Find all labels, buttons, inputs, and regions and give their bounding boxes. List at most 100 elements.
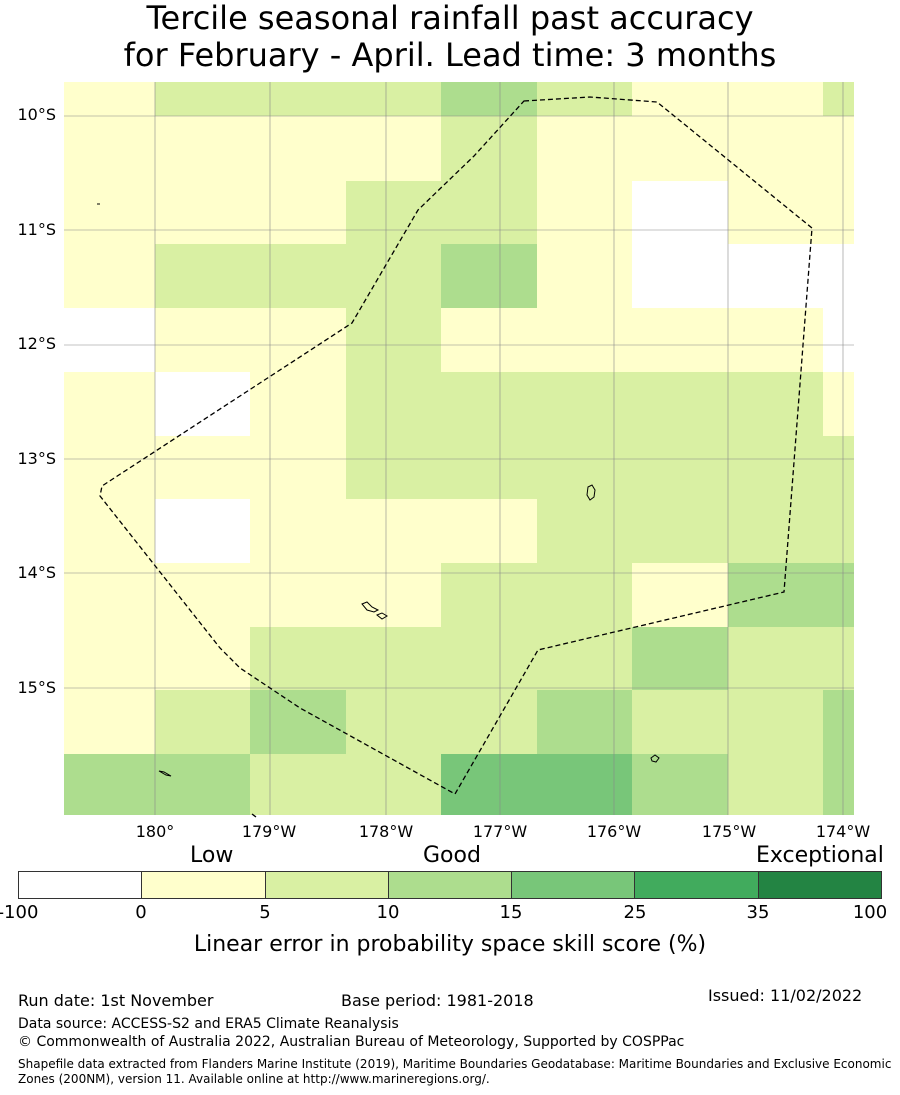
shapefile-credit: Shapefile data extracted from Flanders M… xyxy=(18,1057,892,1086)
grid-cell xyxy=(155,690,250,754)
copyright-notice: © Commonwealth of Australia 2022, Austra… xyxy=(18,1034,685,1050)
lon-label-176w: 176°W xyxy=(586,822,642,841)
grid-cell xyxy=(155,499,250,563)
grid-cell xyxy=(250,244,346,308)
lon-label-178w: 178°W xyxy=(358,822,414,841)
grid-cell xyxy=(346,436,441,499)
issued-date: Issued: 11/02/2022 xyxy=(708,986,863,1005)
grid-cell xyxy=(537,563,632,627)
colorbar-tick-10: 10 xyxy=(376,902,400,923)
graticule xyxy=(64,82,854,815)
island-east xyxy=(586,484,596,501)
lon-label-174w: 174°W xyxy=(815,822,871,841)
grid-cell xyxy=(632,563,728,627)
grid-cell xyxy=(537,690,632,754)
grid-cell xyxy=(64,372,155,436)
data-source: Data source: ACCESS-S2 and ERA5 Climate … xyxy=(18,1016,399,1032)
grid-cell xyxy=(346,82,441,116)
grid-cell xyxy=(823,436,854,499)
grid-cell xyxy=(537,436,632,499)
grid-cell xyxy=(728,627,823,690)
grid-cell xyxy=(823,308,854,372)
lon-label-179w: 179°W xyxy=(241,822,297,841)
colorbar-segment-3 xyxy=(264,872,388,898)
colorbar-segment-2 xyxy=(141,872,265,898)
grid-cell xyxy=(441,690,537,754)
grid-cell xyxy=(632,244,728,308)
colorbar-segment-5 xyxy=(511,872,635,898)
grid-cell xyxy=(64,436,155,499)
grid-cell xyxy=(155,627,250,690)
grid-cell xyxy=(250,181,346,244)
grid-cell xyxy=(728,244,823,308)
grid-cell xyxy=(155,82,250,116)
skill-grid xyxy=(64,82,854,815)
grid-cell xyxy=(728,181,823,244)
grid-cell xyxy=(537,244,632,308)
grid-cell xyxy=(632,308,728,372)
grid-cell xyxy=(250,499,346,563)
colorbar-segment-7 xyxy=(757,872,881,898)
grid-cell xyxy=(728,690,823,754)
grid-cell xyxy=(728,563,823,627)
colorbar-segment-1 xyxy=(19,872,142,898)
grid-cell xyxy=(632,627,728,690)
lat-label-10s: 10°S xyxy=(17,105,56,124)
lat-label-11s: 11°S xyxy=(17,220,56,239)
grid-cell xyxy=(250,690,346,754)
island-southeast xyxy=(650,754,660,763)
grid-cell xyxy=(823,82,854,116)
grid-cell xyxy=(250,82,346,116)
grid-cell xyxy=(64,181,155,244)
lon-label-177w: 177°W xyxy=(472,822,528,841)
grid-cell xyxy=(441,627,537,690)
island-southwest xyxy=(158,770,172,777)
eez-boundary xyxy=(99,96,813,795)
colorbar-segment-4 xyxy=(387,872,512,898)
colorbar-tick-0: 0 xyxy=(135,902,147,923)
grid-cell xyxy=(346,563,441,627)
grid-cell xyxy=(823,116,854,181)
lat-label-15s: 15°S xyxy=(17,678,56,697)
grid-cell xyxy=(441,82,537,116)
chart-title-line-1: Tercile seasonal rainfall past accuracy xyxy=(146,0,754,37)
grid-cell xyxy=(823,563,854,627)
grid-cell xyxy=(64,754,155,815)
grid-cell xyxy=(250,563,346,627)
grid-cell xyxy=(346,690,441,754)
colorbar-segment-6 xyxy=(634,872,758,898)
grid-cell xyxy=(537,116,632,181)
grid-cell xyxy=(441,499,537,563)
grid-cell xyxy=(823,372,854,436)
grid-cell xyxy=(537,372,632,436)
grid-cell xyxy=(632,690,728,754)
grid-cell xyxy=(823,754,854,815)
run-date: Run date: 1st November xyxy=(18,991,214,1010)
grid-cell xyxy=(346,372,441,436)
legend-category-good: Good xyxy=(423,843,481,868)
grid-cell xyxy=(823,244,854,308)
grid-cell xyxy=(64,690,155,754)
grid-cell xyxy=(632,372,728,436)
grid-cell xyxy=(537,308,632,372)
island-central-a xyxy=(361,601,380,613)
grid-cell xyxy=(250,627,346,690)
grid-cell xyxy=(155,116,250,181)
grid-cell xyxy=(250,436,346,499)
skill-score-map xyxy=(64,82,854,818)
lon-label-175w: 175°W xyxy=(701,822,757,841)
grid-cell xyxy=(632,499,728,563)
colorbar-tick-35: 35 xyxy=(746,902,770,923)
grid-cell xyxy=(632,436,728,499)
grid-cell xyxy=(155,244,250,308)
chart-title-line-2: for February - April. Lead time: 3 month… xyxy=(123,36,777,74)
grid-cell xyxy=(441,372,537,436)
grid-cell xyxy=(250,372,346,436)
grid-cell xyxy=(632,181,728,244)
colorbar xyxy=(18,871,882,899)
grid-cell xyxy=(537,181,632,244)
grid-cell xyxy=(441,308,537,372)
grid-cell xyxy=(728,308,823,372)
lat-label-14s: 14°S xyxy=(17,563,56,582)
colorbar-tick-minus-100: -100 xyxy=(0,902,39,923)
